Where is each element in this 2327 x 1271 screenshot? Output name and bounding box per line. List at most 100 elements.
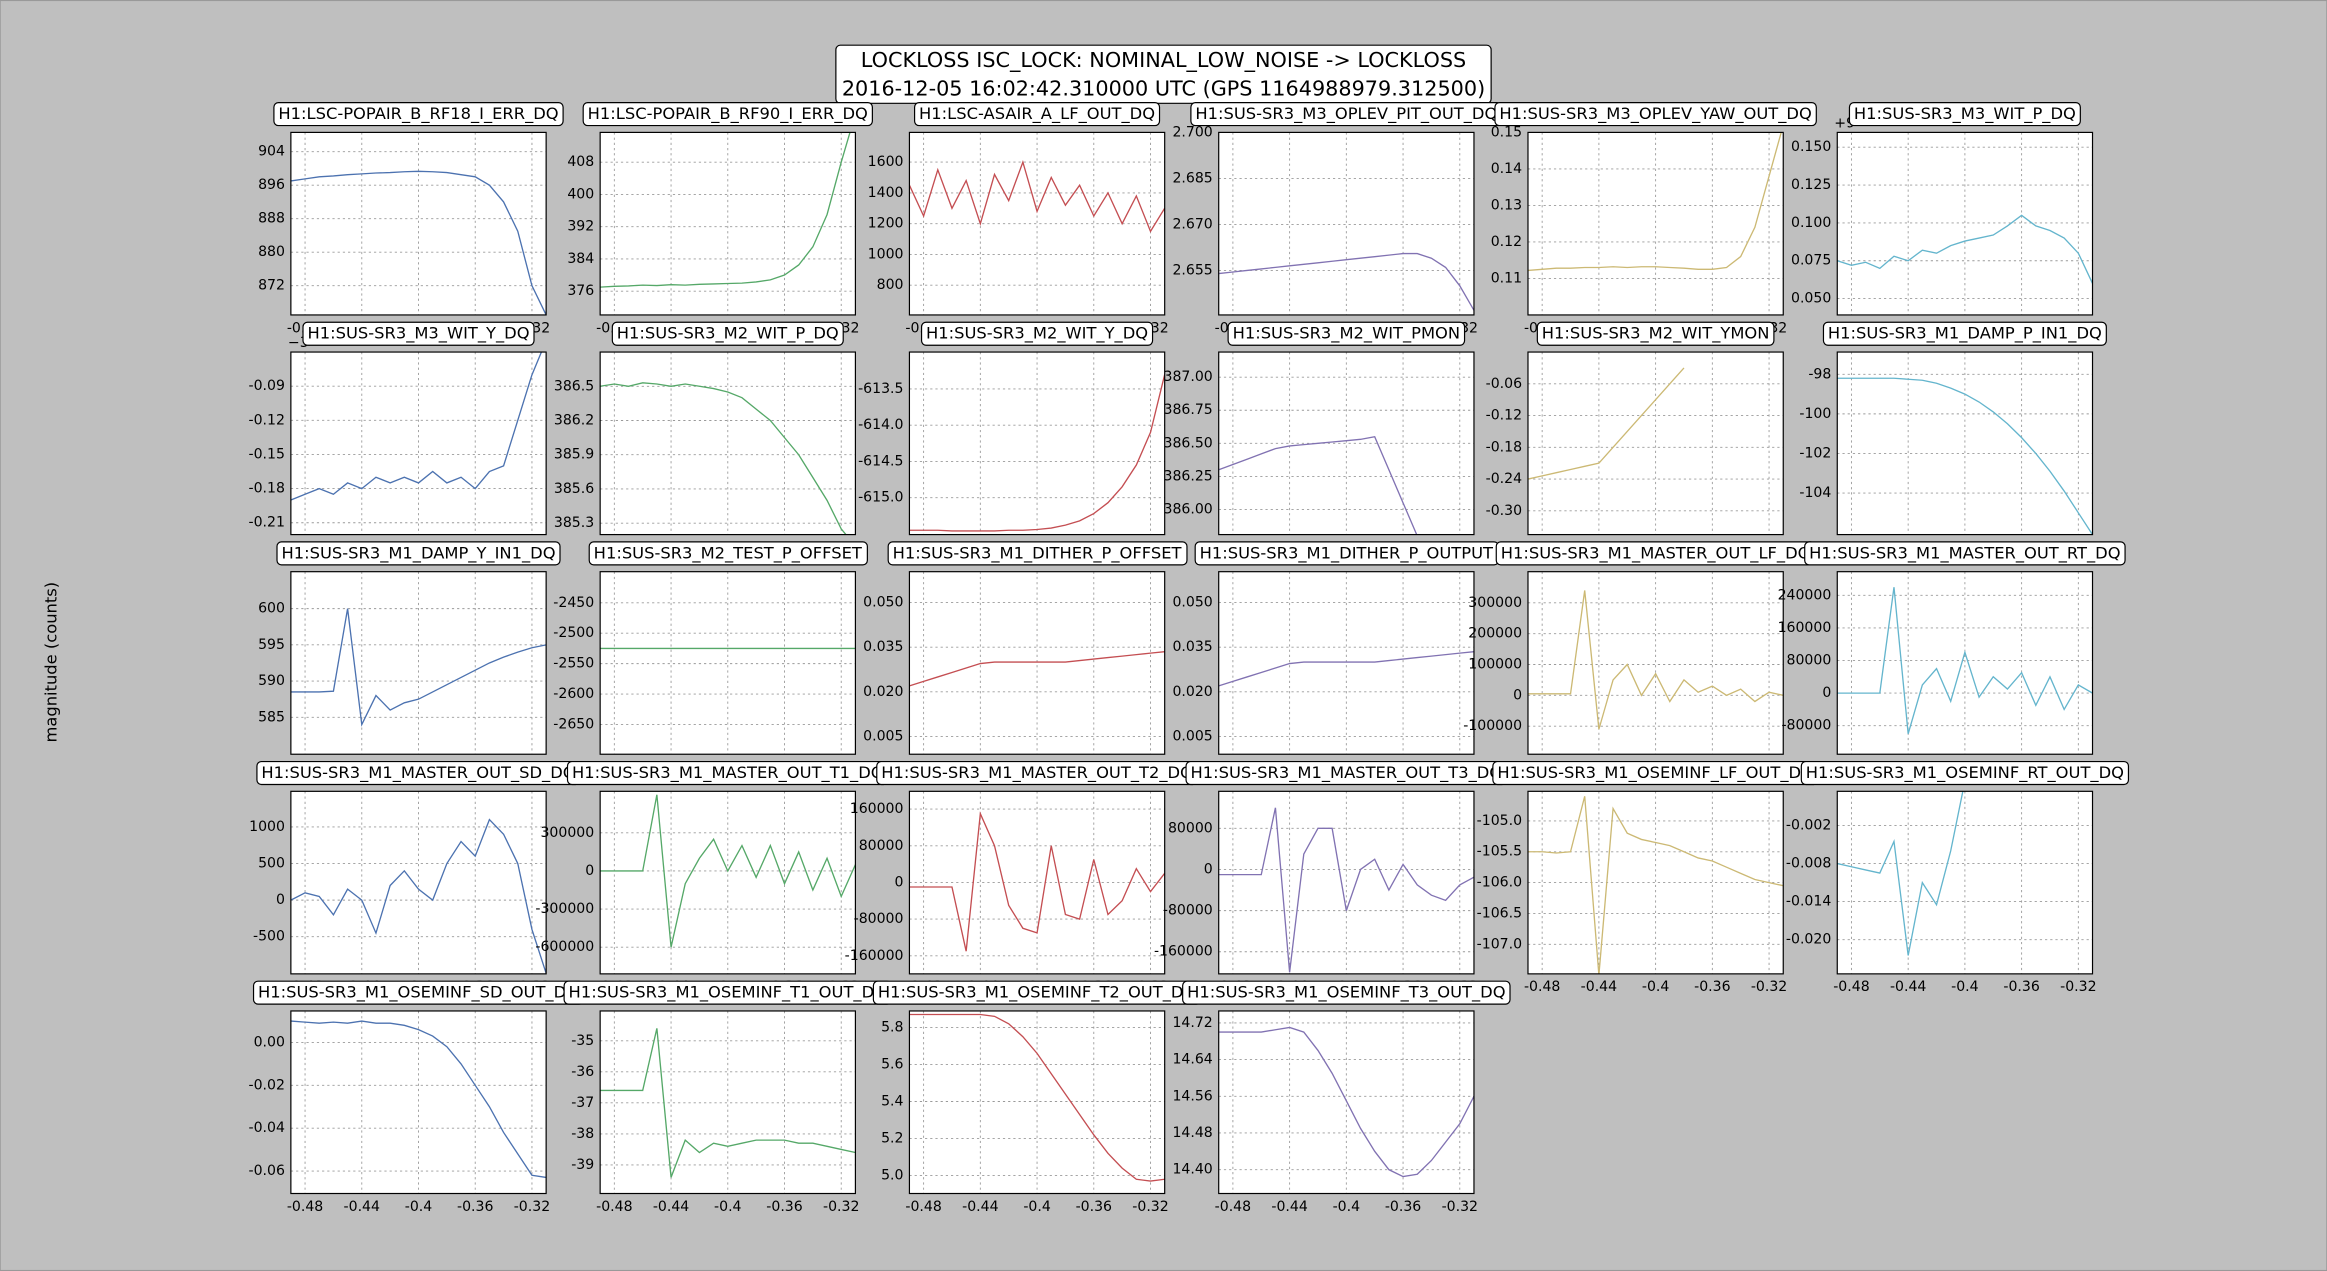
figure-title: LOCKLOSS ISC_LOCK: NOMINAL_LOW_NOISE -> … — [861, 48, 1466, 72]
subplot-title: H1:SUS-SR3_M1_MASTER_OUT_T3_DQ — [1190, 763, 1502, 783]
y-tick-label: 904 — [258, 144, 285, 160]
y-tick-label: 500 — [258, 856, 285, 872]
plot-lines — [290, 818, 547, 974]
y-tick-label: 590 — [258, 673, 285, 689]
y-tick-label: -2550 — [553, 656, 594, 672]
plot-lines — [909, 811, 1165, 952]
subplot: -0.06-0.12-0.18-0.24-0.30-0.48-0.44-0.4-… — [1486, 321, 1787, 556]
y-tick-label: 0.075 — [1791, 253, 1831, 269]
data-line — [600, 382, 847, 535]
plot-frame — [1836, 571, 2094, 755]
y-tick-label: -36 — [571, 1064, 594, 1080]
y-tick-label: 386.2 — [554, 412, 594, 428]
y-tick-label: 386.50 — [1164, 435, 1213, 451]
y-tick-label: -106.5 — [1477, 905, 1522, 921]
y-tick-label: 888 — [258, 211, 285, 227]
y-tick-label: 400 — [567, 186, 594, 202]
y-tick-label: -107.0 — [1477, 936, 1522, 952]
y-tick-label: 0.14 — [1491, 161, 1522, 177]
subplot: 0.1500.1250.1000.0750.050-0.48-0.44-0.4-… — [1791, 102, 2097, 336]
y-tick-label: -104 — [1799, 485, 1831, 501]
subplot: 240000160000800000-80000-0.48-0.44-0.4-0… — [1778, 541, 2126, 776]
x-tick-label: -0.36 — [2003, 979, 2039, 995]
subplot: 0.00 -0.02 -0.04 -0.06 -0.48 -0.44 -0.4 -0.36 -0… — [249, 980, 585, 1215]
plot-lines — [1837, 791, 1964, 956]
y-tick-label: -102 — [1799, 445, 1831, 461]
subplot-title-box — [887, 541, 1188, 566]
y-tick-label: -80000 — [1781, 718, 1831, 734]
plot-lines — [909, 374, 1165, 532]
y-tick-label: 1600 — [868, 154, 904, 170]
y-tick-label: 880 — [258, 244, 285, 260]
x-tick-label: -0.48 — [287, 1199, 323, 1215]
y-tick-label: -2650 — [553, 716, 594, 732]
subplot: 904896888880872-0.48-0.44-0.4-0.36-0.32H… — [258, 102, 564, 336]
plot-frame — [1836, 351, 2094, 536]
subplot-title: H1:SUS-SR3_M1_DITHER_P_OUTPUT — [1200, 543, 1494, 563]
y-tick-label: 0.020 — [863, 684, 903, 700]
plot-frame — [599, 790, 857, 975]
plot-lines — [1218, 435, 1418, 535]
plot-lines — [290, 608, 547, 727]
plot-frame — [1218, 1010, 1475, 1195]
plot-frame — [290, 571, 547, 755]
y-tick-label: 0.100 — [1791, 215, 1831, 231]
subplot-title-box — [273, 102, 564, 127]
y-tick-label: -0.12 — [249, 412, 285, 428]
y-tick-label: 2.685 — [1172, 170, 1212, 186]
plot-lines — [1527, 590, 1784, 730]
x-tick-label: -0.48 — [905, 1199, 941, 1215]
plot-lines — [1218, 650, 1474, 687]
y-tick-label: -80000 — [1163, 903, 1213, 919]
y-tick-label: -600000 — [535, 939, 594, 955]
subplot-title: H1:SUS-SR3_M3_OPLEV_YAW_OUT_DQ — [1499, 104, 1811, 124]
subplot-title-box — [1800, 760, 2130, 786]
plot-lines — [909, 650, 1165, 687]
subplot-title: H1:LSC-POPAIR_B_RF18_I_ERR_DQ — [278, 104, 558, 124]
y-tick-label: 14.64 — [1172, 1052, 1212, 1068]
y-tick-label: -0.06 — [249, 1163, 285, 1179]
y-tick-label: 80000 — [859, 838, 904, 854]
subplot: 5.8 5.6 5.4 5.2 5.0-0.48 -0.44 -0.4 -0.36 -0.32 H… — [872, 980, 1202, 1215]
x-tick-label: -0.36 — [457, 1199, 493, 1215]
subplot-title: H1:SUS-SR3_M1_OSEMINF_T3_OUT_DQ — [1187, 983, 1505, 1003]
subplot-title-box — [920, 321, 1154, 346]
x-tick-label: -0.32 — [1751, 979, 1787, 995]
y-tick-label: 5.8 — [881, 1019, 903, 1035]
y-tick-label: -106.0 — [1477, 875, 1522, 891]
data-line — [1218, 252, 1474, 311]
y-tick-label: 0.11 — [1491, 270, 1522, 286]
y-tick-label: 160000 — [850, 801, 904, 817]
subplot-title: H1:SUS-SR3_M2_WIT_Y_DQ — [926, 324, 1148, 344]
plot-frame — [1527, 351, 1784, 536]
y-tick-label: -100000 — [1463, 718, 1522, 734]
subplot-title: H1:SUS-SR3_M1_OSEMINF_RT_OUT_DQ — [1806, 763, 2124, 783]
plot-frame — [908, 571, 1166, 755]
y-tick-label: 1000 — [249, 819, 285, 835]
subplot: 1600140012001000800-0.48-0.44-0.4-0.36-0… — [868, 102, 1169, 336]
y-tick-label: 0.035 — [1172, 639, 1212, 655]
x-tick-label: -0.44 — [653, 1199, 689, 1215]
subplot-title: H1:SUS-SR3_M1_MASTER_OUT_LF_DQ — [1501, 543, 1811, 563]
y-tick-label: -0.18 — [1486, 439, 1522, 455]
x-tick-label: -0.44 — [344, 1199, 380, 1215]
plot-frame — [1836, 131, 2094, 316]
subplot-title: H1:SUS-SR3_M3_WIT_P_DQ — [1854, 104, 2076, 124]
plot-frame — [908, 1010, 1166, 1195]
plot-frame — [908, 351, 1166, 536]
subplot-title: H1:LSC-ASAIR_A_LF_OUT_DQ — [919, 104, 1155, 124]
y-tick-label: 300000 — [1468, 595, 1522, 611]
subplot-title-box — [1848, 102, 2081, 127]
y-tick-label: 384 — [567, 251, 594, 267]
y-tick-label: 0.020 — [1172, 684, 1212, 700]
plot-lines — [1527, 367, 1685, 480]
data-line — [1218, 650, 1474, 687]
y-tick-label: 896 — [258, 177, 285, 193]
plot-lines — [600, 1028, 856, 1178]
subplot-title-box — [276, 541, 561, 566]
subplot-title: H1:SUS-SR3_M1_OSEMINF_T1_OUT_DQ — [569, 983, 887, 1003]
plot-frame — [908, 131, 1166, 316]
y-tick-label: -0.24 — [1486, 471, 1522, 487]
y-tick-label: 200000 — [1468, 626, 1522, 642]
subplot-title-box — [582, 102, 873, 127]
